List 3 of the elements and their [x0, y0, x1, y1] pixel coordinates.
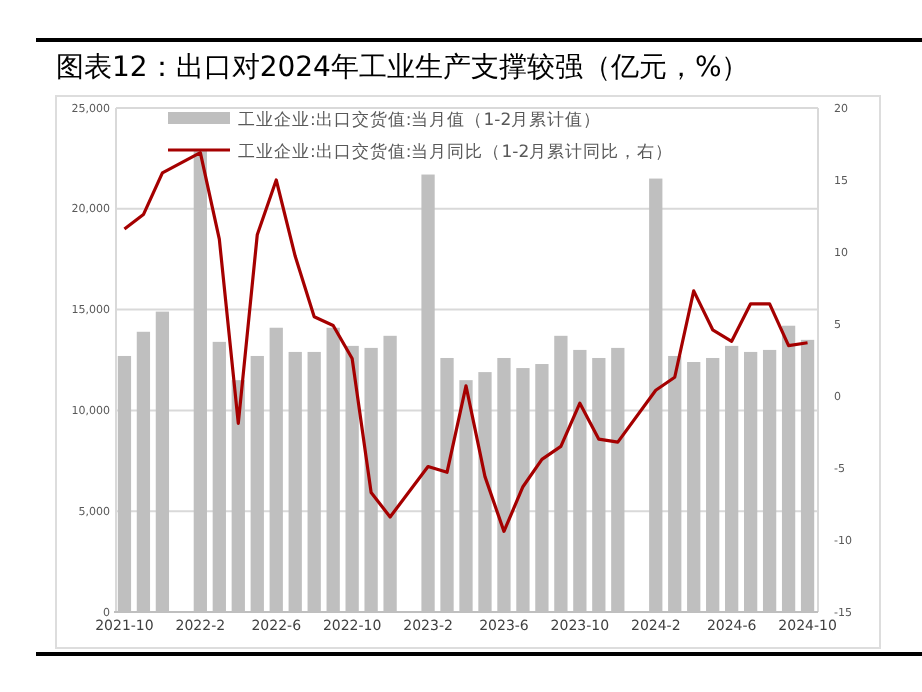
chart-title: 图表12：出口对2024年工业生产支撑较强（亿元，%） [56, 52, 750, 84]
legend-label: 工业企业:出口交货值:当月值（1-2月累计值） [238, 109, 602, 131]
legend-label: 工业企业:出口交货值:当月同比（1-2月累计同比，右） [238, 141, 674, 163]
